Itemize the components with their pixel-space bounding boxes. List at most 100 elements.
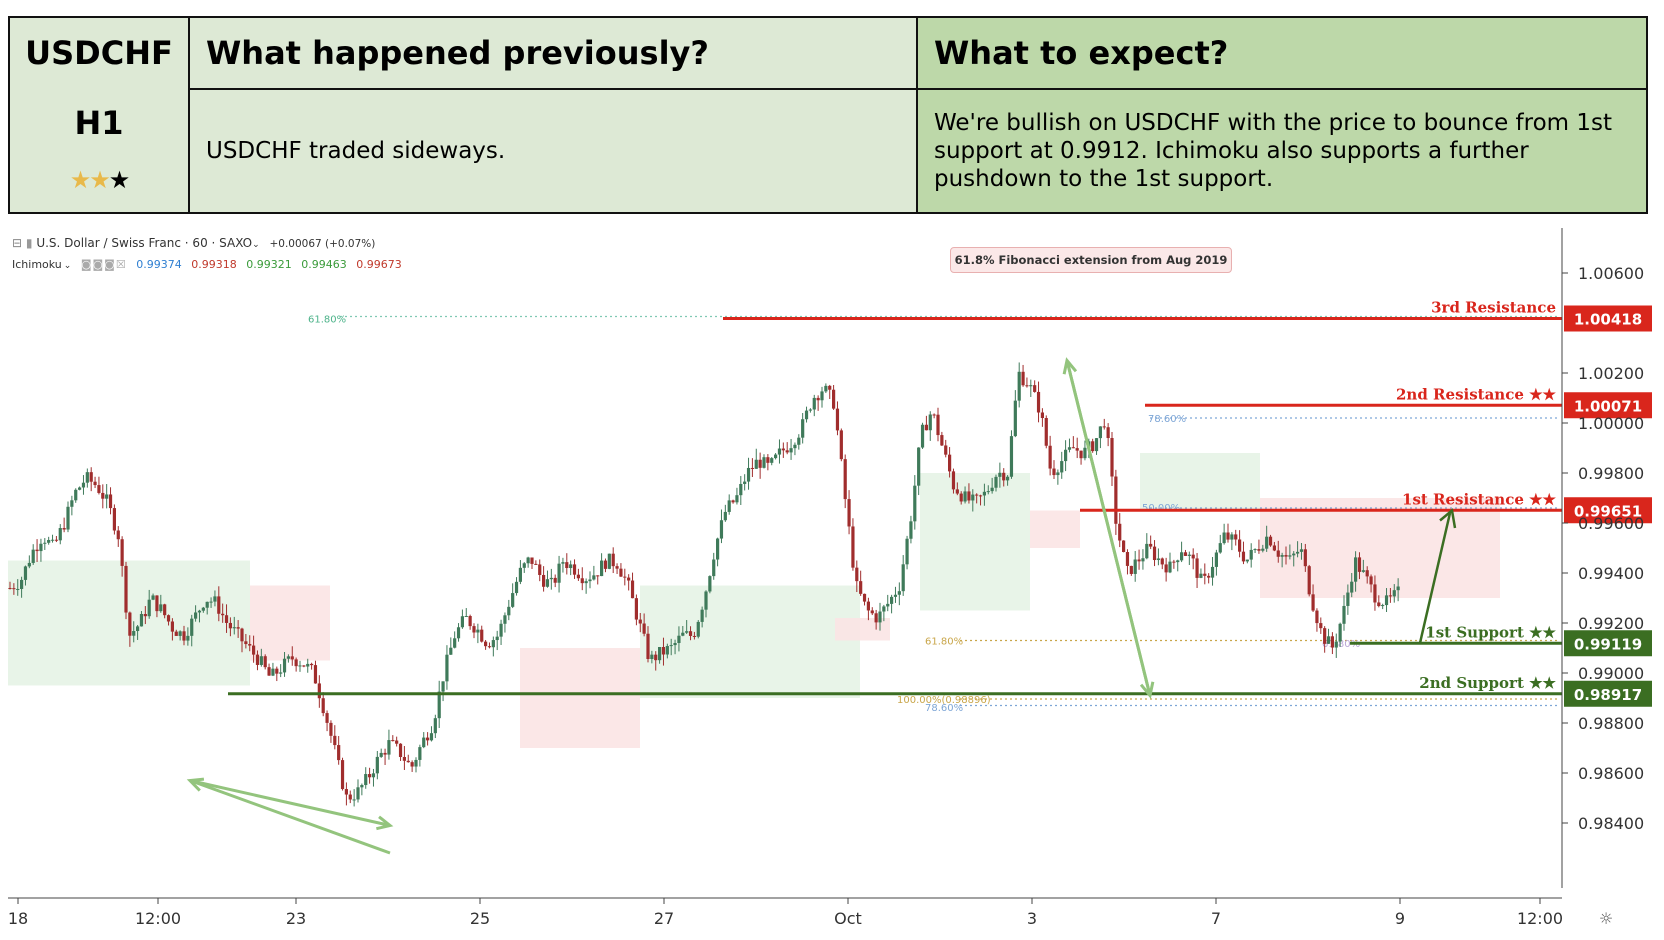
candle-body bbox=[634, 598, 638, 620]
candle-body bbox=[1149, 543, 1153, 547]
candle-body bbox=[731, 500, 735, 503]
candle-body bbox=[534, 563, 538, 565]
candle-body bbox=[661, 647, 666, 655]
settings-gear-icon[interactable]: ☼ bbox=[1599, 909, 1613, 928]
x-tick-label: 18 bbox=[8, 909, 28, 928]
candle-body bbox=[1137, 559, 1141, 562]
candle-body bbox=[1230, 534, 1234, 540]
candle-body bbox=[1133, 559, 1137, 574]
candle-body bbox=[12, 588, 16, 590]
candle-body bbox=[955, 489, 959, 494]
trend-arrow-left-down-head bbox=[376, 815, 394, 831]
candle-body bbox=[1172, 561, 1176, 563]
candle-body bbox=[1164, 564, 1168, 573]
trend-arrow-left-down bbox=[189, 779, 391, 827]
timeframe-label: H1 bbox=[74, 104, 124, 142]
candle-body bbox=[1176, 560, 1180, 563]
expect-heading: What to expect? bbox=[918, 18, 1646, 90]
candle-body bbox=[754, 459, 758, 469]
candle-body bbox=[259, 656, 263, 665]
candle-body bbox=[739, 483, 743, 496]
candle-body bbox=[151, 595, 155, 600]
instrument-label[interactable]: U.S. Dollar / Swiss Franc · 60 · SAXO bbox=[36, 236, 253, 250]
candle-body bbox=[39, 543, 43, 552]
candle-body bbox=[901, 564, 905, 592]
level-price-label: 0.99119 bbox=[1574, 635, 1642, 653]
candle-body bbox=[723, 511, 727, 521]
candle-body bbox=[1323, 628, 1327, 644]
indicator-control-icons[interactable]: ◙◙◙☒ bbox=[80, 258, 127, 271]
candle-body bbox=[866, 601, 870, 611]
level-price-tag bbox=[1564, 392, 1652, 419]
candle-body bbox=[217, 596, 221, 614]
candle-body bbox=[348, 794, 352, 800]
candle-body bbox=[944, 445, 948, 455]
chevron-down-icon[interactable]: ⌄ bbox=[63, 261, 72, 271]
candle-body bbox=[449, 647, 453, 655]
trend-arrow-mid-down bbox=[1065, 360, 1152, 696]
candle-body bbox=[607, 553, 611, 569]
candle-body bbox=[777, 448, 782, 455]
candle-body bbox=[913, 485, 917, 522]
previous-body: USDCHF traded sideways. bbox=[190, 90, 918, 212]
collapse-icon[interactable]: ⊟ bbox=[12, 236, 23, 250]
candle-body bbox=[267, 667, 271, 676]
chevron-down-icon[interactable]: ⌄ bbox=[252, 240, 260, 250]
candle-body bbox=[978, 495, 983, 497]
candle-body bbox=[596, 575, 600, 577]
candle-body bbox=[112, 508, 116, 531]
candle-body bbox=[920, 424, 925, 448]
candle-body bbox=[685, 631, 689, 633]
candle-body bbox=[58, 528, 62, 541]
candle-body bbox=[839, 430, 843, 460]
candle-body bbox=[538, 564, 542, 575]
level-name: 3rd Resistance bbox=[1431, 299, 1556, 317]
ichimoku-value: 0.99318 bbox=[191, 258, 237, 271]
candle-body bbox=[542, 574, 546, 587]
candle-body bbox=[1114, 476, 1118, 524]
candle-body bbox=[1075, 448, 1079, 451]
candle-body bbox=[70, 500, 74, 507]
candle-body bbox=[688, 631, 693, 636]
candle-body bbox=[572, 564, 577, 575]
level-name: 2nd Support ★★ bbox=[1419, 674, 1556, 692]
candle-body bbox=[279, 672, 283, 674]
candle-body bbox=[1025, 385, 1029, 387]
candle-body bbox=[700, 609, 704, 622]
candle-body bbox=[932, 414, 936, 416]
candle-body bbox=[321, 698, 325, 714]
candle-body bbox=[1141, 558, 1145, 562]
candle-body bbox=[1106, 427, 1110, 439]
candle-body bbox=[101, 492, 105, 499]
price-axis: 1.00600 1.00200 1.00000 0.99800 0.99600 0.994… bbox=[1561, 228, 1644, 888]
candle-body bbox=[1384, 595, 1389, 606]
candle-body bbox=[1346, 592, 1350, 606]
candle-body bbox=[433, 718, 437, 734]
candle-body bbox=[928, 414, 932, 431]
candle-body bbox=[824, 385, 828, 392]
ichimoku-cloud bbox=[8, 453, 1500, 748]
candle-body bbox=[383, 752, 387, 755]
level-name: 2nd Resistance ★★ bbox=[1396, 385, 1557, 403]
candle-body bbox=[143, 613, 147, 617]
candle-body bbox=[484, 641, 488, 647]
candle-body bbox=[1241, 551, 1246, 562]
ichimoku-value: 0.99673 bbox=[356, 258, 402, 271]
candle-body bbox=[897, 591, 901, 595]
candle-body bbox=[615, 566, 619, 569]
level-name: 1st Resistance ★★ bbox=[1402, 490, 1557, 508]
candle-body bbox=[1253, 549, 1257, 551]
candle-body bbox=[526, 557, 530, 564]
candle-body bbox=[511, 593, 515, 607]
candle-body bbox=[669, 645, 673, 647]
time-axis: 18 12:00 23 25 27 Oct 3 7 9 12:00 ☼ bbox=[8, 897, 1613, 928]
candle-body bbox=[859, 581, 863, 594]
candle-body bbox=[1129, 565, 1133, 574]
candle-body bbox=[735, 495, 739, 503]
candle-body bbox=[557, 563, 561, 583]
price-chart[interactable]: 61.80% 78.60% 50.00% 61.80% 61.80% 100.00%(0.… bbox=[0, 228, 1664, 940]
indicator-name[interactable]: Ichimoku bbox=[12, 258, 62, 271]
candle-body bbox=[886, 603, 890, 607]
rating-star-filled-icon: ★★ bbox=[69, 166, 111, 194]
candle-body bbox=[255, 654, 260, 665]
